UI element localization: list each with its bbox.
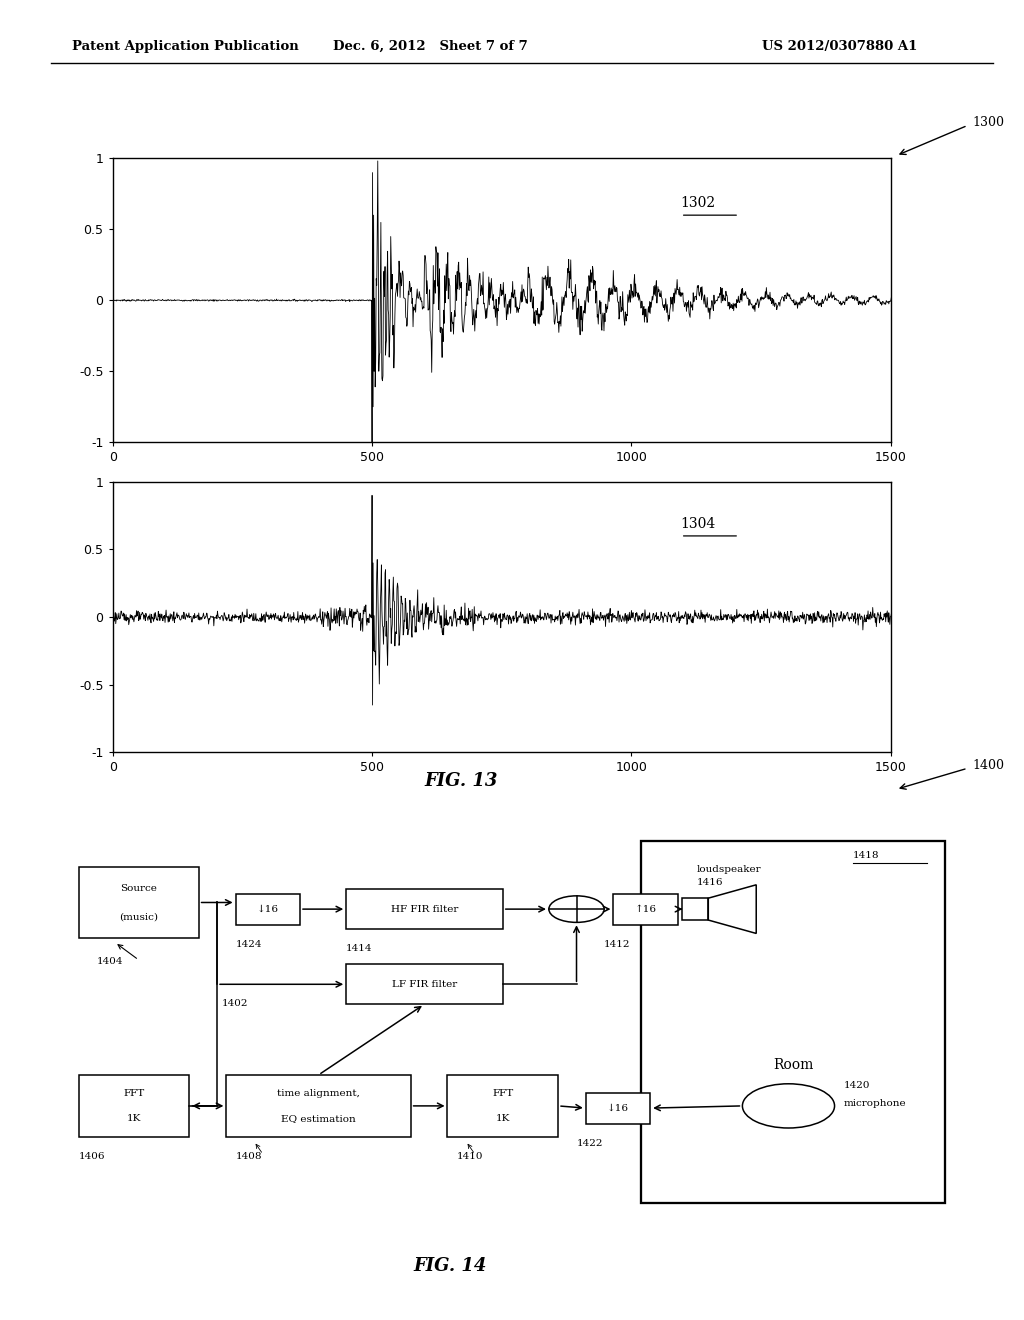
Bar: [236, 894, 300, 924]
Text: 1302: 1302: [681, 195, 716, 210]
Bar: [79, 867, 199, 937]
Text: US 2012/0307880 A1: US 2012/0307880 A1: [762, 40, 918, 53]
Bar: [683, 898, 709, 920]
Text: 1410: 1410: [457, 1152, 483, 1162]
Text: 1424: 1424: [236, 940, 262, 949]
Text: 1408: 1408: [236, 1152, 262, 1162]
Text: (music): (music): [119, 912, 159, 921]
Text: FIG. 13: FIG. 13: [424, 772, 498, 791]
Polygon shape: [709, 884, 757, 933]
Text: HF FIR filter: HF FIR filter: [391, 904, 458, 913]
Text: 1404: 1404: [97, 957, 124, 966]
Text: FFT: FFT: [124, 1089, 144, 1098]
Bar: [613, 894, 678, 924]
Text: Source: Source: [120, 884, 158, 892]
Text: Patent Application Publication: Patent Application Publication: [72, 40, 298, 53]
Text: ↑16: ↑16: [635, 904, 656, 913]
Circle shape: [549, 896, 604, 923]
Text: 1304: 1304: [681, 517, 716, 531]
Text: 1416: 1416: [696, 878, 723, 887]
Bar: [447, 1074, 558, 1137]
Text: ↓16: ↓16: [607, 1104, 629, 1113]
Text: 1420: 1420: [844, 1081, 870, 1090]
Text: 1402: 1402: [222, 999, 248, 1008]
Text: LF FIR filter: LF FIR filter: [392, 979, 457, 989]
Text: Dec. 6, 2012   Sheet 7 of 7: Dec. 6, 2012 Sheet 7 of 7: [333, 40, 527, 53]
Bar: [226, 1074, 411, 1137]
Bar: [346, 965, 503, 1005]
Text: 1406: 1406: [79, 1152, 105, 1162]
Text: time alignment,: time alignment,: [278, 1089, 359, 1098]
Text: FFT: FFT: [493, 1089, 513, 1098]
Text: Room: Room: [773, 1059, 813, 1072]
Text: 1K: 1K: [127, 1114, 141, 1123]
Text: 1300: 1300: [973, 116, 1005, 129]
Bar: [586, 1093, 650, 1123]
Bar: [641, 841, 945, 1204]
Text: 1414: 1414: [346, 944, 373, 953]
Text: EQ estimation: EQ estimation: [282, 1114, 355, 1123]
Text: 1K: 1K: [496, 1114, 510, 1123]
Text: 1422: 1422: [577, 1139, 603, 1147]
Text: ↓16: ↓16: [257, 904, 279, 913]
Bar: [79, 1074, 189, 1137]
Text: FIG. 14: FIG. 14: [414, 1257, 487, 1275]
Text: 1418: 1418: [853, 851, 880, 861]
Text: 1412: 1412: [604, 940, 631, 949]
Text: loudspeaker: loudspeaker: [696, 865, 761, 874]
Circle shape: [742, 1084, 835, 1129]
Text: microphone: microphone: [844, 1098, 906, 1107]
Bar: [346, 890, 503, 929]
Text: 1400: 1400: [973, 759, 1005, 772]
